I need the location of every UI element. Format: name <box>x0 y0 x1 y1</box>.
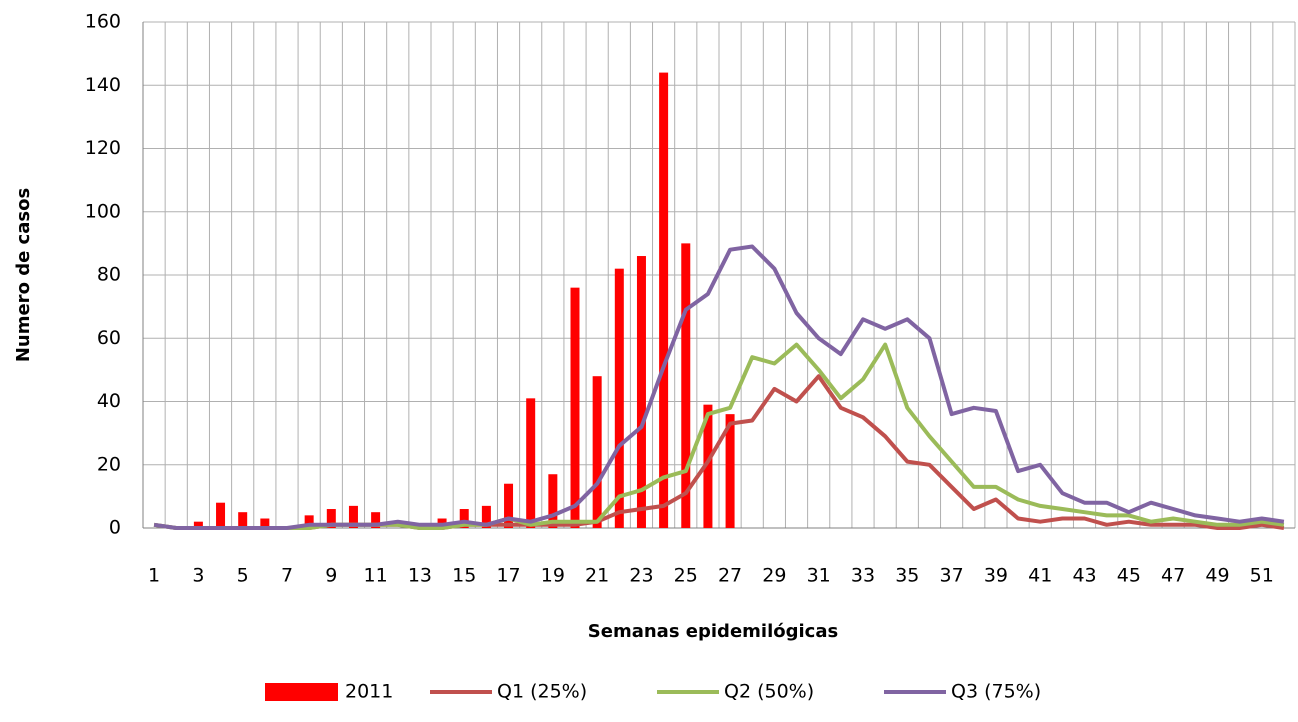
bar <box>592 376 602 528</box>
x-tick-label: 3 <box>192 565 204 587</box>
x-tick-label: 51 <box>1250 565 1274 587</box>
x-tick-label: 25 <box>674 565 698 587</box>
x-tick-label: 5 <box>237 565 249 587</box>
bar <box>504 483 514 528</box>
y-tick-label: 0 <box>109 517 121 539</box>
x-tick-label: 11 <box>364 565 388 587</box>
legend-swatch <box>265 683 338 701</box>
x-tick-label: 17 <box>496 565 520 587</box>
bar <box>659 72 669 528</box>
x-tick-label: 27 <box>718 565 742 587</box>
y-tick-label: 20 <box>97 453 121 475</box>
y-tick-label: 40 <box>97 390 121 412</box>
y-tick-label: 160 <box>85 11 121 33</box>
legend-label: Q3 (75%) <box>951 681 1041 703</box>
x-tick-label: 39 <box>984 565 1008 587</box>
bar <box>326 509 336 528</box>
bar <box>681 243 691 528</box>
line <box>153 244 1285 530</box>
bar <box>459 509 469 528</box>
x-tick-label: 49 <box>1205 565 1229 587</box>
x-tick-label: 43 <box>1072 565 1096 587</box>
bar <box>725 414 735 528</box>
x-tick-label: 35 <box>895 565 919 587</box>
y-tick-label: 60 <box>97 327 121 349</box>
legend-label: 2011 <box>345 681 393 703</box>
y-axis-title: Numero de casos <box>13 188 34 362</box>
bar <box>216 502 226 528</box>
x-tick-label: 15 <box>452 565 476 587</box>
bar <box>526 398 536 528</box>
y-tick-label: 120 <box>85 137 121 159</box>
bar <box>304 515 314 528</box>
bar <box>481 505 491 528</box>
legend-label: Q1 (25%) <box>497 681 587 703</box>
x-tick-label: 33 <box>851 565 875 587</box>
x-tick-label: 31 <box>807 565 831 587</box>
bar <box>260 518 270 528</box>
x-tick-label: 45 <box>1117 565 1141 587</box>
x-axis-title: Semanas epidemilógicas <box>588 621 838 642</box>
x-tick-label: 13 <box>408 565 432 587</box>
legend-label: Q2 (50%) <box>724 681 814 703</box>
y-tick-label: 100 <box>85 200 121 222</box>
x-tick-label: 37 <box>940 565 964 587</box>
bar <box>238 512 248 528</box>
bar <box>193 521 203 528</box>
bar <box>636 256 646 528</box>
bar <box>548 474 558 528</box>
x-tick-label: 9 <box>325 565 337 587</box>
x-tick-label: 7 <box>281 565 293 587</box>
x-tick-label: 19 <box>541 565 565 587</box>
x-tick-label: 47 <box>1161 565 1185 587</box>
y-tick-label: 140 <box>85 74 121 96</box>
bar <box>703 404 713 528</box>
x-tick-label: 23 <box>629 565 653 587</box>
x-tick-label: 1 <box>148 565 160 587</box>
bar <box>348 505 358 528</box>
x-tick-label: 41 <box>1028 565 1052 587</box>
x-tick-label: 29 <box>762 565 786 587</box>
bar <box>614 268 624 528</box>
y-tick-label: 80 <box>97 264 121 286</box>
x-tick-label: 21 <box>585 565 609 587</box>
bar <box>570 287 580 528</box>
bar <box>371 512 381 528</box>
